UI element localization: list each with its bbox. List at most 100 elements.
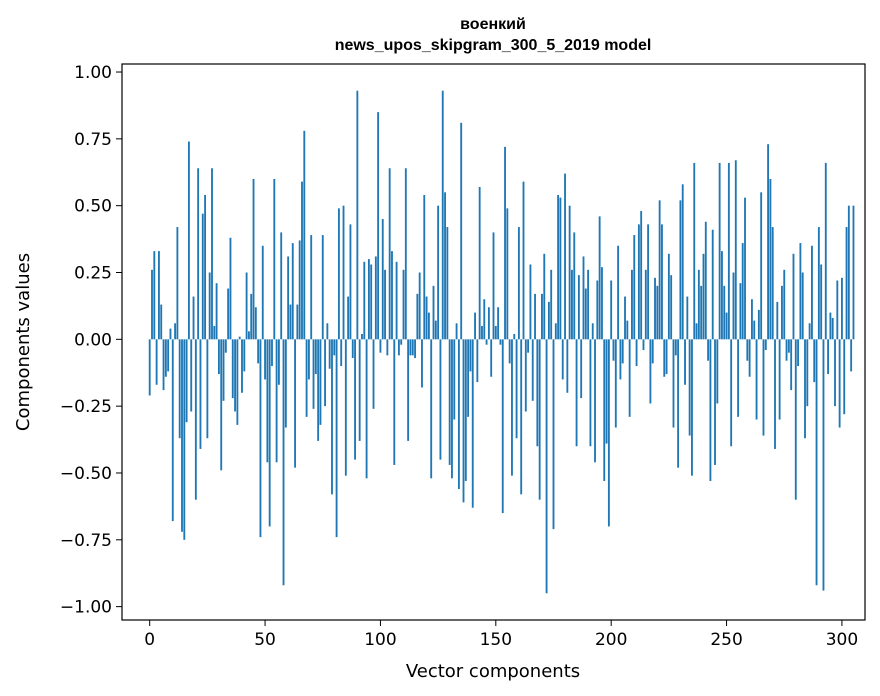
bar — [513, 333, 516, 340]
bar — [211, 168, 213, 340]
bar — [340, 339, 343, 367]
bar — [280, 232, 283, 340]
bar — [541, 293, 543, 340]
bar — [439, 339, 442, 460]
bar — [478, 186, 481, 340]
chart-subtitle: news_upos_skipgram_300_5_2019 model — [335, 37, 652, 54]
bar — [621, 339, 624, 364]
bar — [241, 339, 243, 393]
bar — [301, 181, 303, 340]
bar — [282, 339, 285, 586]
bar — [568, 205, 571, 340]
bar — [721, 251, 723, 340]
y-tick-label: 0.25 — [74, 264, 112, 284]
bar — [409, 339, 412, 356]
bar — [774, 339, 776, 449]
bar — [693, 162, 696, 340]
x-axis-label: Vector components — [406, 661, 580, 682]
bar — [808, 323, 811, 340]
bar — [624, 296, 626, 340]
bar — [603, 339, 606, 481]
bar — [596, 280, 599, 340]
bar — [178, 339, 181, 439]
bar — [379, 339, 382, 353]
bar — [467, 339, 470, 417]
bar — [781, 285, 783, 340]
bar — [275, 339, 278, 463]
bar — [236, 339, 239, 425]
bar — [386, 339, 389, 356]
bar — [515, 339, 518, 439]
bar — [333, 339, 336, 356]
bar — [517, 227, 520, 340]
bar — [813, 339, 816, 383]
bar — [524, 339, 527, 412]
bar — [287, 256, 290, 340]
bar — [344, 339, 347, 476]
bar — [751, 299, 753, 340]
bar — [538, 339, 541, 500]
bar — [181, 339, 183, 532]
bar — [529, 264, 532, 340]
bar — [474, 312, 476, 340]
bar — [190, 339, 193, 412]
bar — [215, 283, 218, 340]
bar — [847, 205, 850, 340]
bar — [192, 296, 195, 340]
bar — [266, 339, 269, 463]
bar — [654, 277, 656, 340]
bar — [421, 339, 423, 388]
bar — [822, 339, 825, 591]
bar — [584, 288, 587, 340]
bar — [231, 339, 234, 399]
bar — [785, 339, 788, 361]
bar — [291, 243, 294, 340]
bar — [347, 296, 350, 340]
bar — [407, 339, 410, 441]
bar — [393, 339, 396, 465]
bar — [494, 325, 497, 340]
bar — [169, 328, 172, 340]
bar — [744, 197, 746, 340]
bar — [451, 339, 453, 479]
bar — [573, 232, 576, 340]
bar — [167, 339, 170, 372]
bar — [647, 224, 650, 340]
bar — [397, 339, 400, 356]
bar — [531, 339, 534, 401]
bar — [388, 168, 391, 340]
bar — [307, 339, 310, 380]
bar — [151, 269, 153, 340]
bar — [566, 339, 569, 393]
bar — [702, 253, 705, 340]
y-axis-label: Components values — [13, 253, 34, 431]
bar — [688, 339, 691, 436]
bar — [776, 301, 779, 340]
bar — [545, 339, 548, 594]
bar — [351, 339, 354, 359]
bar — [559, 197, 562, 340]
bar — [852, 205, 855, 340]
bar — [363, 261, 366, 340]
bar — [727, 162, 730, 340]
y-tick-label: −0.25 — [60, 397, 112, 417]
bar — [411, 339, 414, 356]
bar — [732, 272, 735, 340]
y-tick-label: 1.00 — [74, 63, 112, 83]
bar — [213, 325, 216, 340]
bar — [644, 269, 647, 340]
bar — [148, 339, 151, 396]
bar — [220, 339, 223, 471]
bar — [605, 339, 608, 444]
bar — [227, 288, 230, 340]
bar — [677, 339, 680, 468]
bar — [824, 162, 827, 340]
bar — [783, 269, 786, 340]
bar — [370, 264, 373, 340]
bar — [455, 323, 458, 340]
x-axis: 0 50 100 150 200 250 300 — [144, 620, 858, 650]
bar — [723, 285, 726, 340]
bar — [250, 293, 253, 340]
bar — [543, 253, 546, 340]
